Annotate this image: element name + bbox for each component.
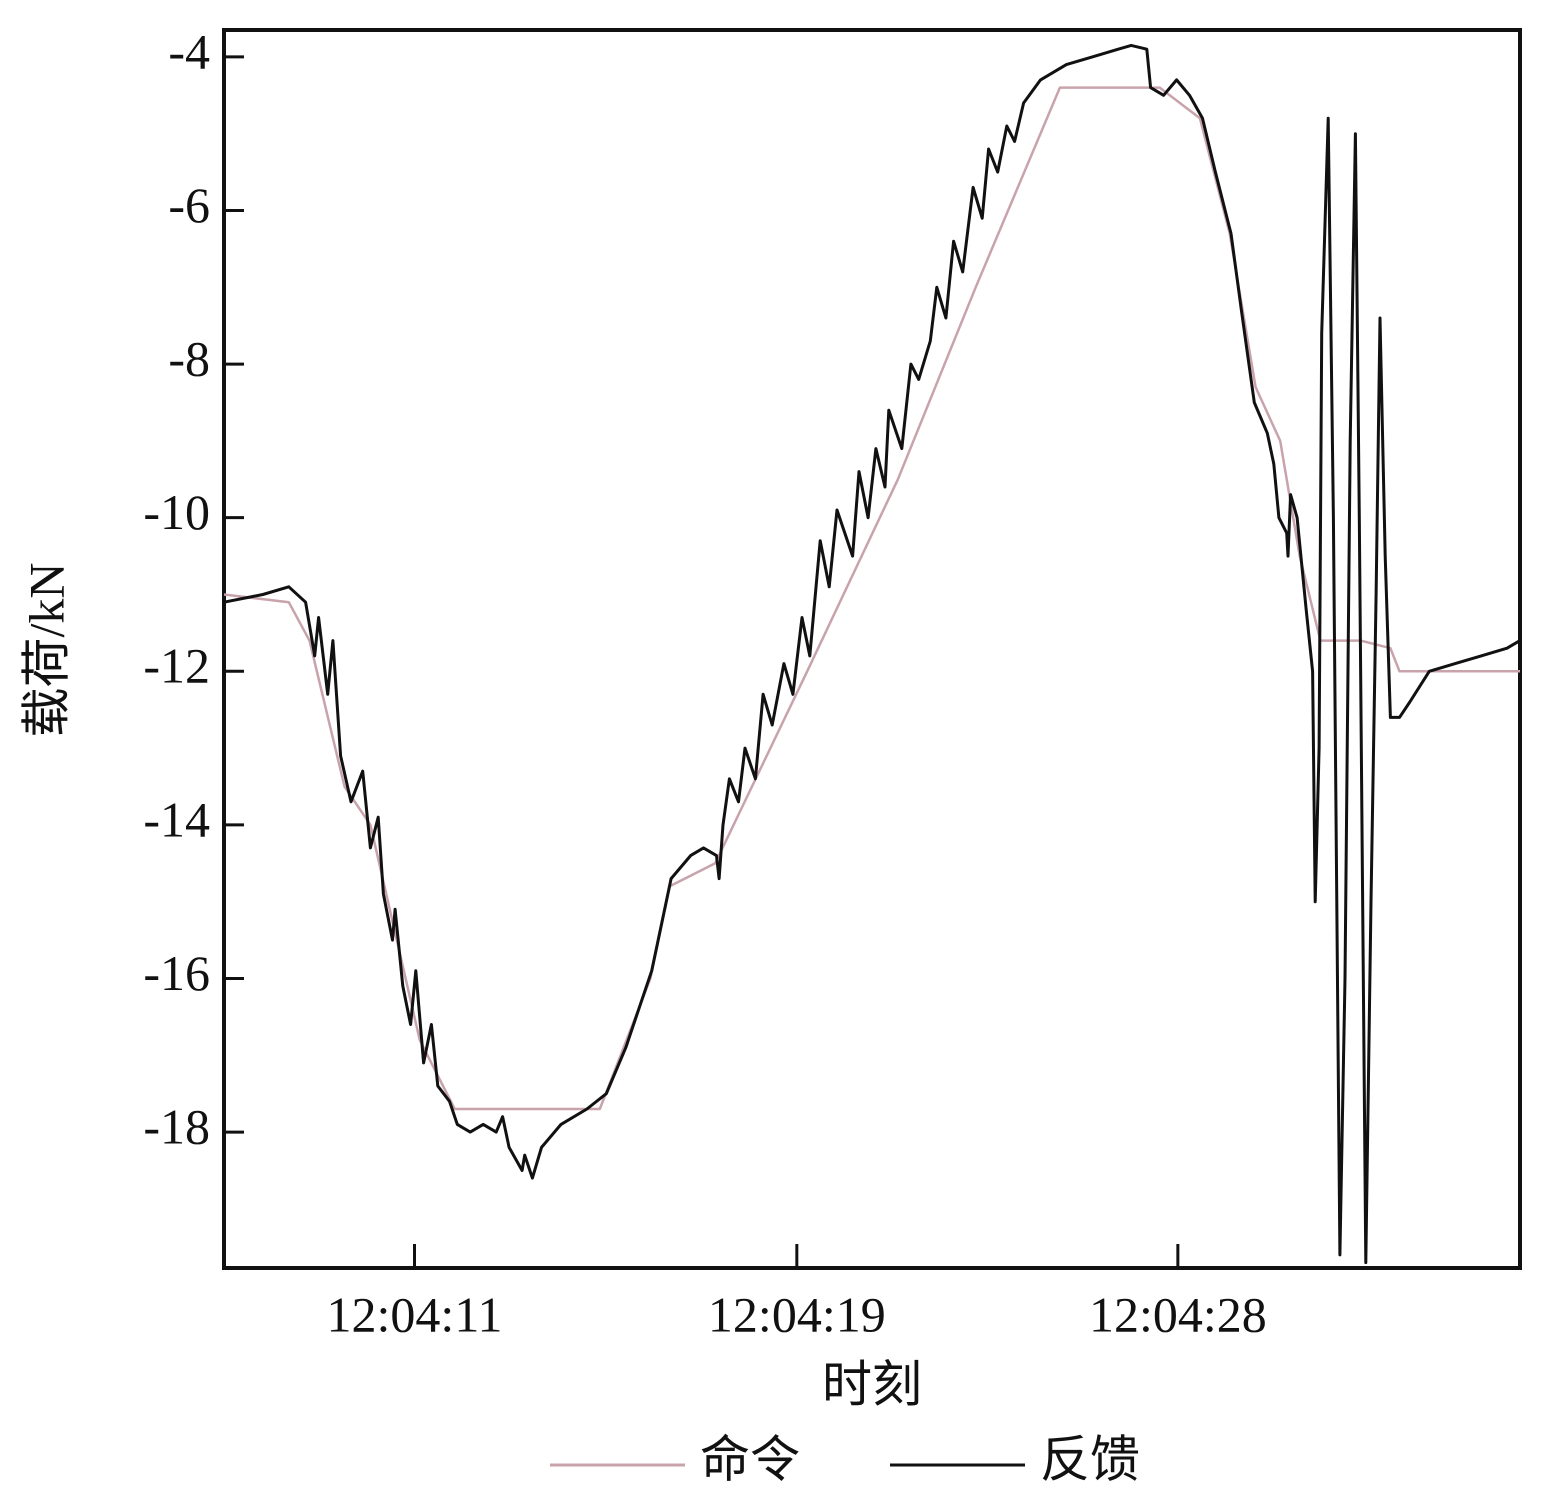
y-tick-label: -12 — [143, 638, 210, 694]
plot-frame — [222, 28, 1522, 1270]
series-line — [223, 86, 1520, 1111]
y-tick-label: -10 — [143, 484, 210, 540]
legend-label: 命令 — [700, 1431, 800, 1487]
x-axis-label: 时刻 — [822, 1356, 922, 1412]
x-tick-label: 12:04:28 — [1089, 1286, 1267, 1342]
series-line — [223, 43, 1521, 1265]
y-tick-label: -14 — [143, 791, 210, 847]
x-tick-label: 12:04:19 — [708, 1286, 886, 1342]
y-tick-label: -6 — [168, 177, 210, 233]
y-tick-label: -16 — [143, 945, 210, 1001]
y-axis-label: 载荷/kN — [18, 563, 74, 738]
x-tick-label: 12:04:11 — [327, 1286, 503, 1342]
legend-label: 反馈 — [1040, 1431, 1140, 1487]
y-tick-label: -4 — [168, 23, 210, 79]
y-tick-label: -18 — [143, 1099, 210, 1155]
y-tick-label: -8 — [168, 331, 210, 387]
